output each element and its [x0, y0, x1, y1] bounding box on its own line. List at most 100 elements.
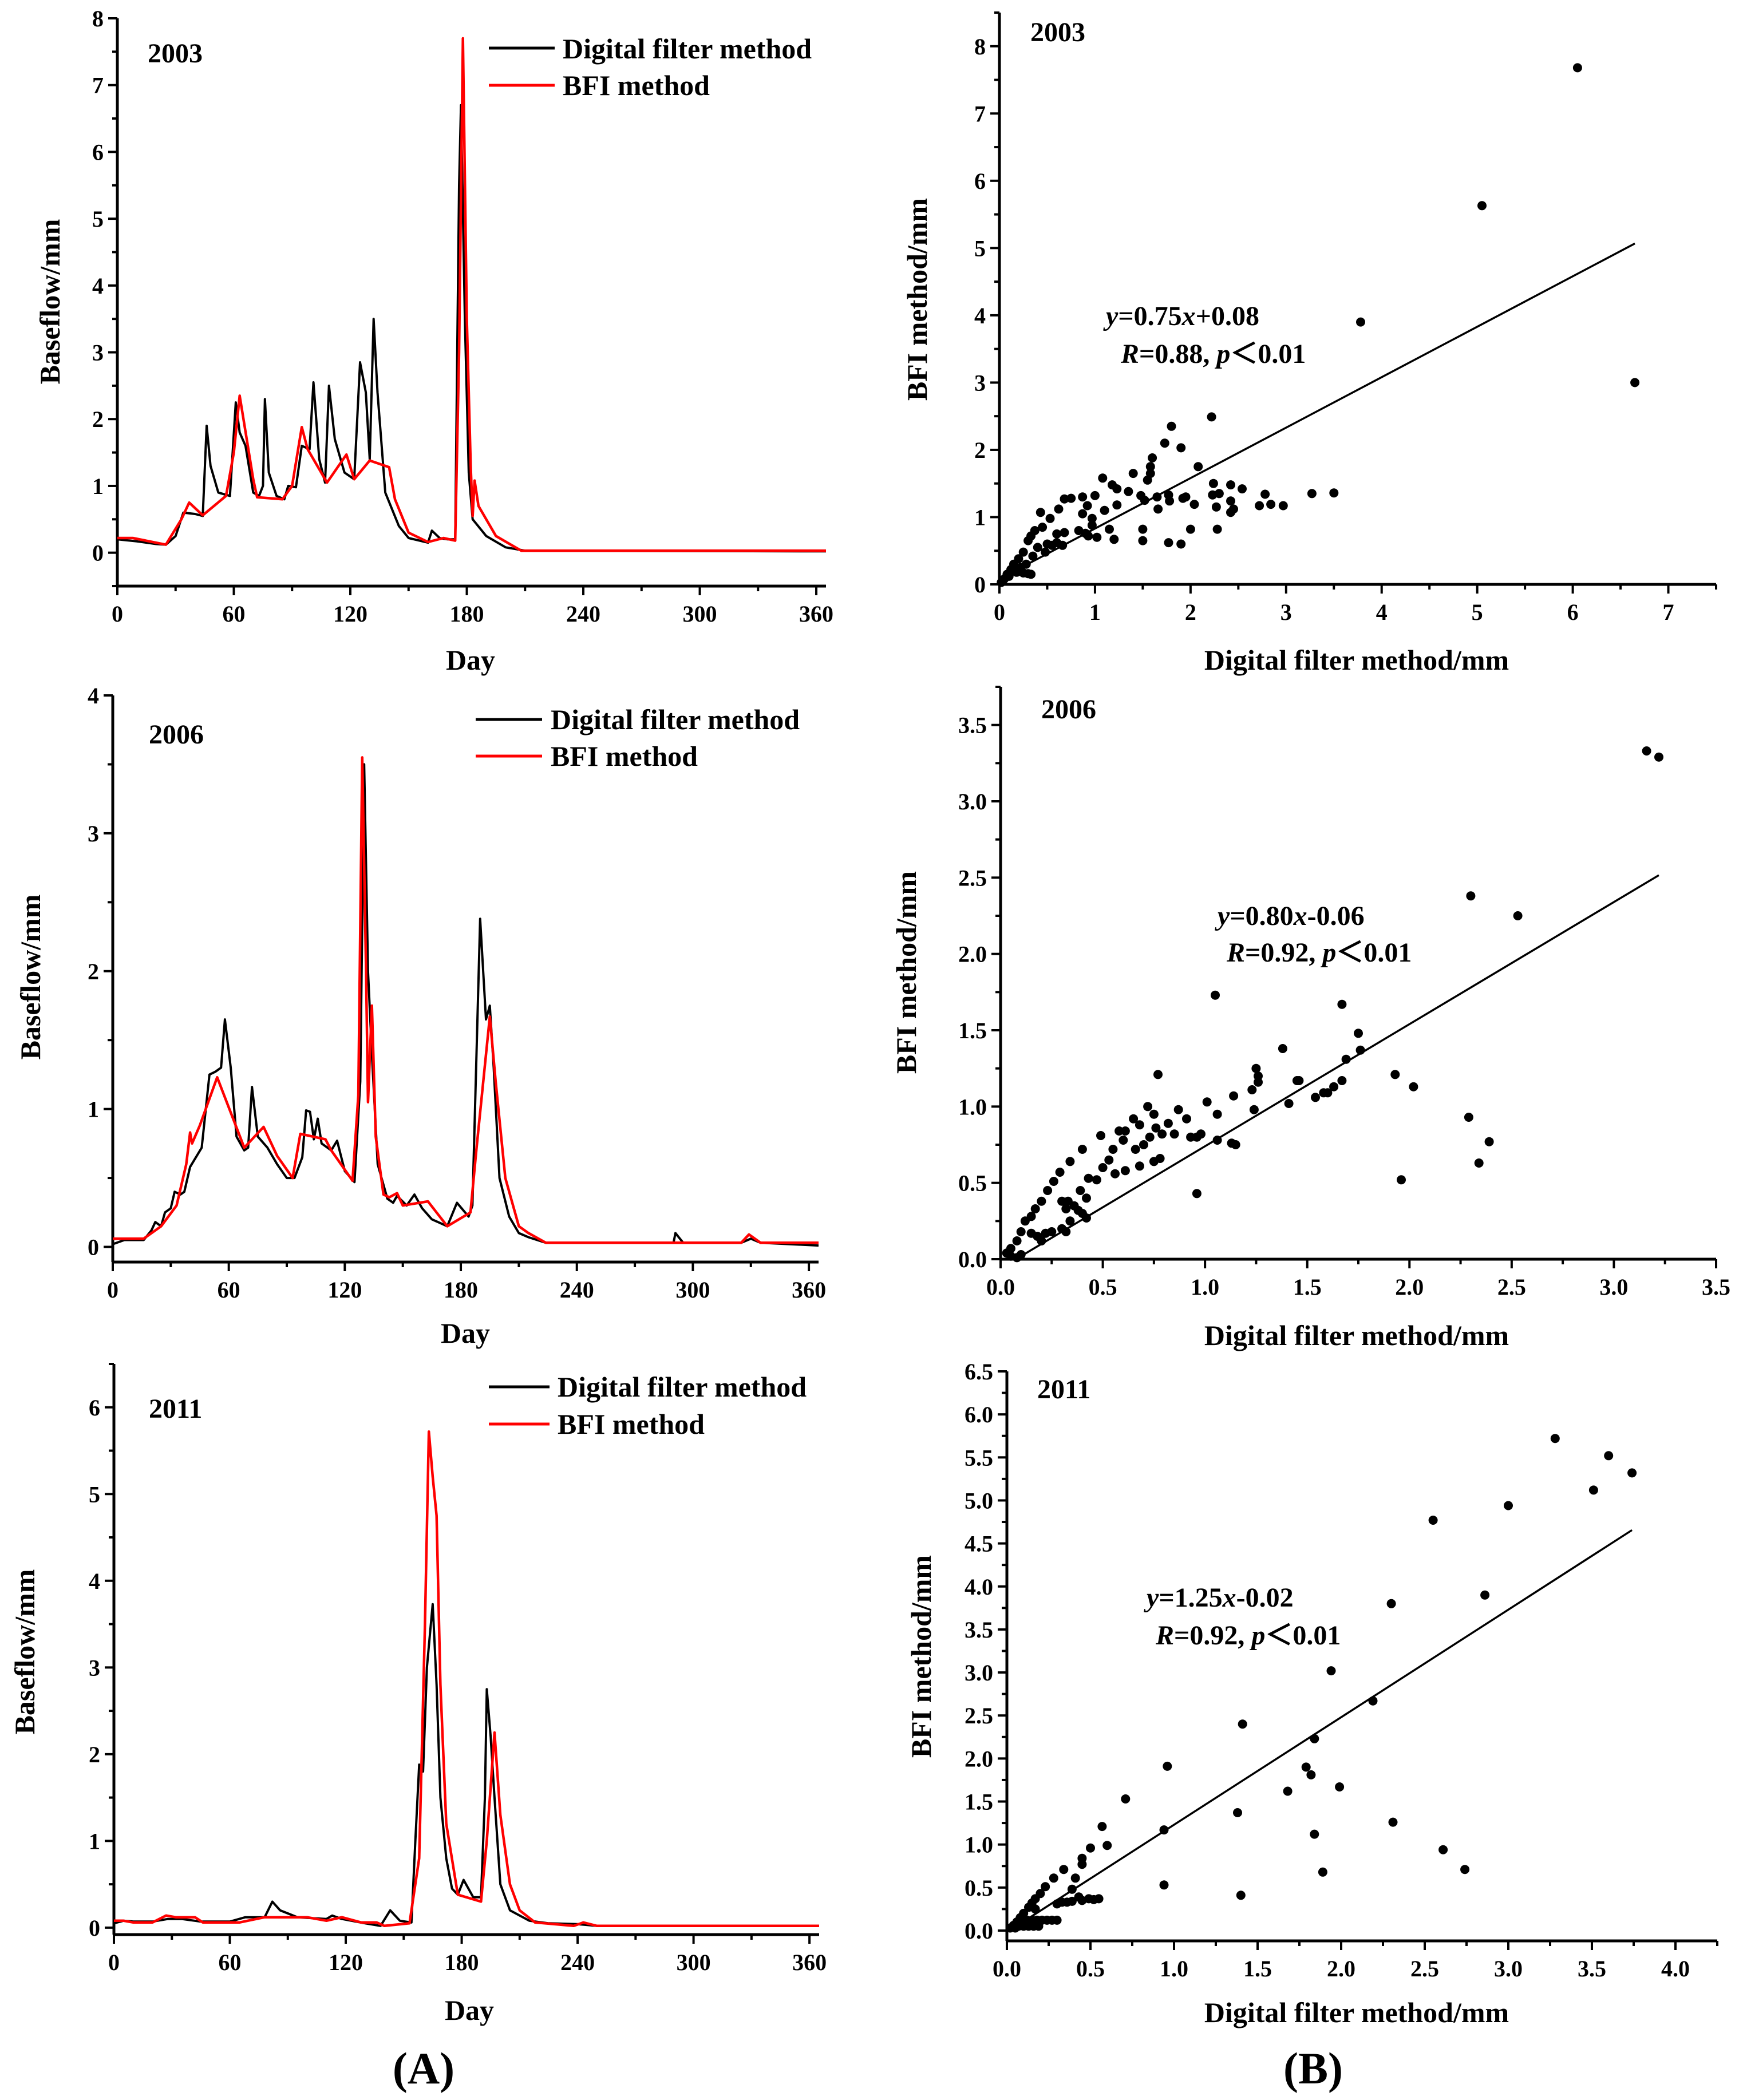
scatter-point — [1301, 1762, 1311, 1772]
y-tick-label: 4 — [974, 303, 986, 329]
x-tick-label: 0.5 — [1076, 1956, 1105, 1982]
y-tick-label: 2 — [92, 406, 104, 432]
scatter-point — [1192, 1189, 1202, 1199]
regression-equation: y=0.80x-0.06 — [1215, 901, 1365, 931]
x-tick-label: 120 — [327, 1277, 362, 1303]
scatter-point — [1255, 501, 1264, 511]
scatter-point — [1109, 535, 1119, 544]
scatter-chart-2003: 0 1 2 3 4 5 6 7 0 1 2 3 4 5 6 7 8 Digital filter method/m… — [901, 11, 1717, 676]
scatter-point — [1504, 1501, 1513, 1510]
scatter-point — [1108, 1145, 1118, 1154]
scatter-point — [1148, 453, 1157, 462]
scatter-point — [1196, 1129, 1206, 1139]
scatter-point — [1139, 1140, 1148, 1149]
scatter-point — [1102, 1841, 1112, 1850]
x-axis-title: Digital filter method/mm — [1204, 1319, 1509, 1351]
scatter-point — [1145, 462, 1155, 472]
scatter-point — [1023, 536, 1033, 545]
scatter-point — [1149, 1109, 1159, 1119]
year-label: 2006 — [1041, 694, 1096, 725]
scatter-point — [1061, 1204, 1071, 1213]
scatter-point — [1212, 1109, 1222, 1119]
x-tick-label: 3.5 — [1578, 1956, 1606, 1982]
scatter-point — [1329, 488, 1339, 498]
regression-equation: y=1.25x-0.02 — [1144, 1583, 1294, 1613]
scatter-point — [1092, 1175, 1101, 1185]
scatter-point — [1409, 1082, 1418, 1091]
scatter-point — [1630, 378, 1640, 387]
scatter-point — [1087, 520, 1097, 530]
year-label: 2006 — [149, 719, 204, 750]
scatter-point — [1100, 505, 1109, 515]
scatter-point — [1249, 1105, 1259, 1114]
timeseries-chart-2006: 0 60 120 180 240 300 360 0 1 2 3 4 Day Baseflow/mm 200… — [14, 683, 826, 1349]
year-label: 2011 — [1037, 1374, 1090, 1405]
y-tick-label: 5 — [974, 235, 986, 261]
x-tick-label: 300 — [677, 1949, 711, 1975]
scatter-point — [1054, 504, 1064, 514]
scatter-point — [1329, 1082, 1339, 1091]
scatter-point — [1060, 494, 1069, 504]
scatter-point — [1474, 1158, 1484, 1168]
y-tick-label: 3.5 — [958, 713, 987, 738]
x-tick-label: 180 — [444, 1277, 478, 1303]
x-tick-label: 5 — [1472, 599, 1483, 625]
scatter-point — [1138, 524, 1148, 534]
y-tick-label: 4 — [89, 1568, 100, 1594]
regression-line — [999, 242, 1635, 580]
scatter-point — [1151, 1123, 1161, 1133]
scatter-point — [1513, 911, 1523, 920]
scatter-point — [1185, 524, 1195, 534]
scatter-point — [1120, 1166, 1130, 1176]
scatter-point — [1169, 1129, 1179, 1139]
y-tick-label: 0.0 — [965, 1918, 993, 1944]
scatter-point — [1307, 489, 1317, 499]
scatter-point — [1323, 1088, 1333, 1098]
x-axis-title: Day — [445, 1994, 494, 2026]
scatter-point — [1143, 475, 1152, 485]
timeseries-chart-2011: 0 60 120 180 240 300 360 0 1 2 3 4 5 6 Day Baseflow/mm 2… — [9, 1363, 827, 2026]
scatter-point — [1049, 1873, 1058, 1883]
scatter-point — [1149, 1157, 1159, 1166]
x-tick-label: 6 — [1567, 599, 1579, 625]
scatter-point — [1153, 1070, 1163, 1079]
y-tick-label: 7 — [974, 101, 986, 126]
scatter-point — [1163, 1761, 1172, 1771]
panel-label-b: (B) — [1283, 2043, 1343, 2093]
y-tick-label: 5.5 — [965, 1445, 993, 1470]
scatter-point — [1159, 1880, 1169, 1890]
x-axis-title: Day — [446, 644, 495, 676]
scatter-point — [1105, 524, 1114, 534]
y-tick-label: 3 — [92, 340, 104, 366]
x-tick-label: 2.5 — [1497, 1274, 1526, 1300]
y-tick-label: 5 — [92, 206, 104, 232]
scatter-point — [1306, 1770, 1316, 1779]
scatter-point — [1231, 1140, 1240, 1149]
y-tick-label: 5.0 — [965, 1488, 993, 1513]
regression-line — [1015, 874, 1659, 1260]
x-axis-title: Digital filter method/mm — [1204, 1996, 1509, 2028]
scatter-point — [1077, 1896, 1087, 1905]
scatter-point — [1033, 543, 1042, 552]
y-tick-label: 2 — [974, 437, 986, 463]
scatter-point — [1086, 1843, 1095, 1853]
scatter-point — [1059, 1865, 1069, 1874]
scatter-point — [1654, 752, 1663, 762]
scatter-point — [1016, 1227, 1026, 1236]
scatter-point — [1061, 1227, 1071, 1236]
scatter-point — [1164, 538, 1173, 548]
x-axis-title: Digital filter method/mm — [1204, 644, 1509, 676]
x-tick-label: 360 — [792, 1277, 826, 1303]
y-tick-label: 1 — [92, 473, 104, 499]
scatter-point — [1254, 1077, 1263, 1087]
y-tick-label: 1.0 — [965, 1832, 993, 1858]
scatter-point — [1057, 1196, 1067, 1206]
scatter-point — [1202, 1097, 1212, 1107]
y-tick-label: 5 — [89, 1481, 100, 1507]
scatter-point — [1078, 509, 1088, 519]
x-tick-label: 180 — [445, 1949, 479, 1975]
y-tick-label: 0 — [88, 1235, 99, 1260]
scatter-point — [1138, 536, 1148, 545]
scatter-point — [1124, 487, 1133, 496]
scatter-point — [997, 578, 1006, 587]
